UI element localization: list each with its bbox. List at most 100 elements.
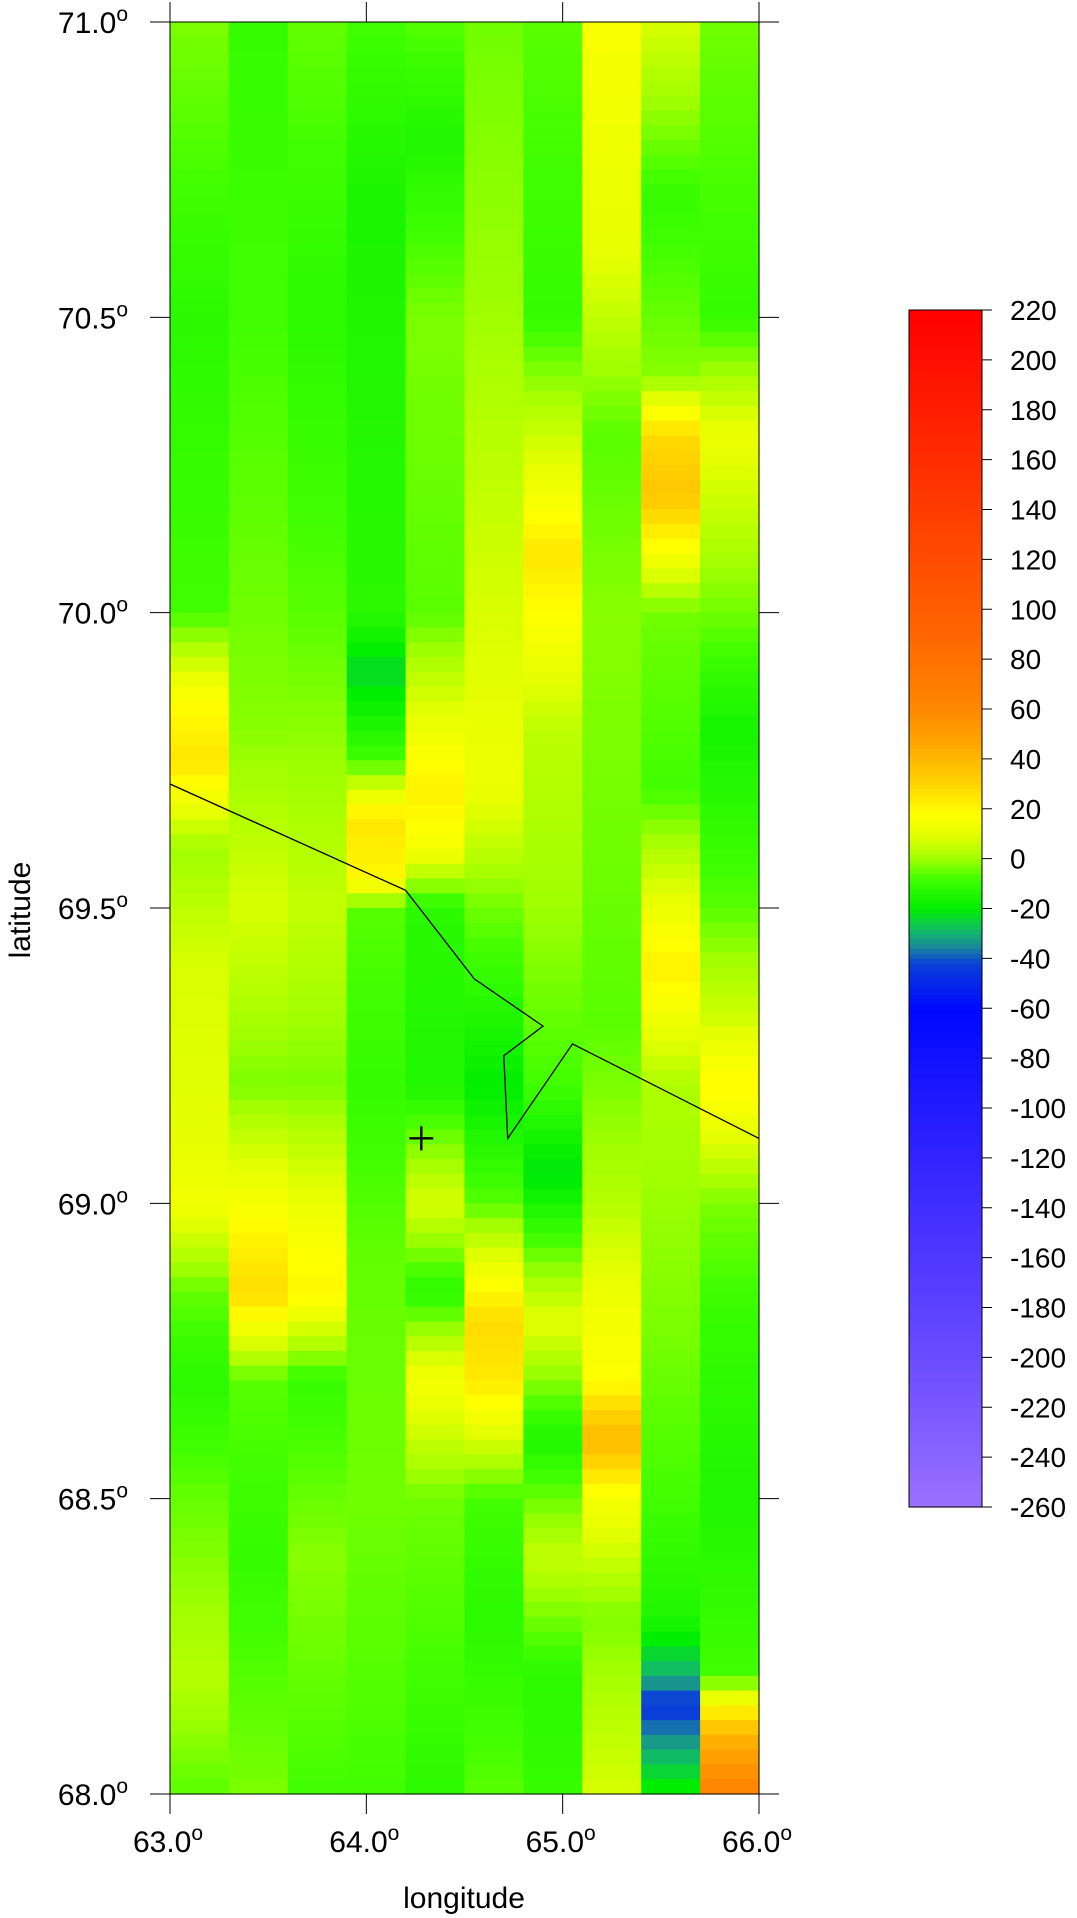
heatmap-cell (641, 1040, 701, 1057)
heatmap-cell (464, 1557, 524, 1574)
heatmap-cell (405, 1720, 466, 1736)
colorbar-segment (909, 838, 982, 845)
heatmap-cell (464, 1351, 524, 1367)
heatmap-cell (346, 273, 407, 289)
colorbar-segment (909, 998, 982, 1004)
heatmap-cell (641, 1351, 701, 1367)
heatmap-cell (582, 981, 642, 998)
heatmap-cell (228, 1646, 289, 1662)
colorbar-segment (909, 1317, 982, 1324)
heatmap-cell (582, 1173, 642, 1190)
heatmap-cell (170, 863, 230, 880)
heatmap-cell (287, 1661, 348, 1677)
heatmap-cell (228, 1764, 289, 1780)
heatmap-cell (641, 1513, 701, 1529)
heatmap-cell (405, 1380, 466, 1396)
heatmap-cell (523, 597, 583, 614)
heatmap-cell (464, 1749, 524, 1766)
heatmap-cell (228, 553, 289, 569)
heatmap-cell (228, 804, 289, 820)
heatmap-cell (228, 1454, 289, 1470)
heatmap-cell (287, 110, 348, 126)
heatmap-cell (405, 656, 466, 673)
heatmap-cell (287, 1144, 348, 1160)
heatmap-cell (464, 1262, 524, 1278)
heatmap-cell (346, 1749, 407, 1766)
heatmap-cell (464, 1690, 524, 1706)
heatmap-cell (405, 273, 466, 289)
heatmap-cell (700, 1203, 760, 1219)
heatmap-cell (582, 95, 642, 112)
colorbar-segment (909, 519, 982, 526)
colorbar-segment (909, 858, 982, 865)
heatmap-cell (346, 1734, 407, 1751)
heatmap-cell (582, 1631, 642, 1647)
heatmap-cell (523, 775, 583, 791)
heatmap-cell (170, 1040, 230, 1057)
heatmap-cell (346, 450, 407, 466)
heatmap-cell (464, 834, 524, 850)
heatmap-cell (170, 22, 230, 38)
heatmap-cell (641, 1528, 701, 1544)
heatmap-cell (464, 863, 524, 880)
heatmap-cell (346, 405, 407, 422)
heatmap-cell (700, 981, 760, 998)
heatmap-cell (170, 302, 230, 318)
colorbar-segment (909, 394, 982, 401)
heatmap-cell (170, 1410, 230, 1426)
heatmap-cell (346, 1779, 407, 1795)
colorbar-segment (909, 1347, 982, 1353)
heatmap-cell (228, 1779, 289, 1795)
heatmap-cell (700, 1661, 760, 1677)
heatmap-cell (523, 465, 583, 481)
heatmap-cell (405, 1469, 466, 1485)
heatmap-cell (228, 627, 289, 643)
colorbar-segment (909, 1357, 982, 1363)
heatmap-cell (641, 1232, 701, 1249)
heatmap-cell (700, 1040, 760, 1057)
colorbar-segment (909, 758, 982, 765)
heatmap-cell (464, 568, 524, 584)
heatmap-cell (228, 878, 289, 894)
heatmap-cell (700, 1675, 760, 1692)
heatmap-cell (287, 730, 348, 747)
heatmap-cell (228, 243, 289, 259)
heatmap-cell (523, 1779, 583, 1795)
heatmap-cell (523, 66, 583, 82)
heatmap-cell (170, 420, 230, 437)
heatmap-cell (700, 1587, 760, 1603)
heatmap-cell (700, 922, 760, 939)
heatmap-cell (287, 22, 348, 38)
heatmap-cells (170, 22, 760, 1795)
colorbar-segment (909, 933, 982, 940)
colorbar-segment (909, 743, 982, 750)
heatmap-cell (700, 125, 760, 141)
heatmap-cell (582, 524, 642, 540)
heatmap-cell (405, 110, 466, 126)
heatmap-cell (700, 140, 760, 156)
heatmap-cell (641, 745, 701, 761)
heatmap-cell (641, 1159, 701, 1175)
heatmap-cell (170, 1203, 230, 1219)
colorbar-segment (909, 454, 982, 461)
heatmap-cell (700, 1218, 760, 1234)
heatmap-cell (700, 1646, 760, 1662)
heatmap-cell (170, 405, 230, 422)
colorbar-segment (909, 509, 982, 516)
colorbar-segment (909, 818, 982, 825)
heatmap-cell (464, 1631, 524, 1647)
heatmap-cell (523, 140, 583, 156)
heatmap-cell (287, 1218, 348, 1234)
heatmap-cell (346, 169, 407, 186)
heatmap-cell (346, 1469, 407, 1485)
heatmap-cell (228, 760, 289, 776)
colorbar-segment (909, 524, 982, 531)
heatmap-cell (405, 51, 466, 67)
colorbar-segment (909, 324, 982, 331)
heatmap-cell (641, 981, 701, 998)
heatmap-cell (700, 1336, 760, 1352)
colorbar-segment (909, 848, 982, 855)
heatmap-cell (523, 922, 583, 939)
heatmap-cell (641, 1720, 701, 1736)
heatmap-cell (464, 1720, 524, 1736)
